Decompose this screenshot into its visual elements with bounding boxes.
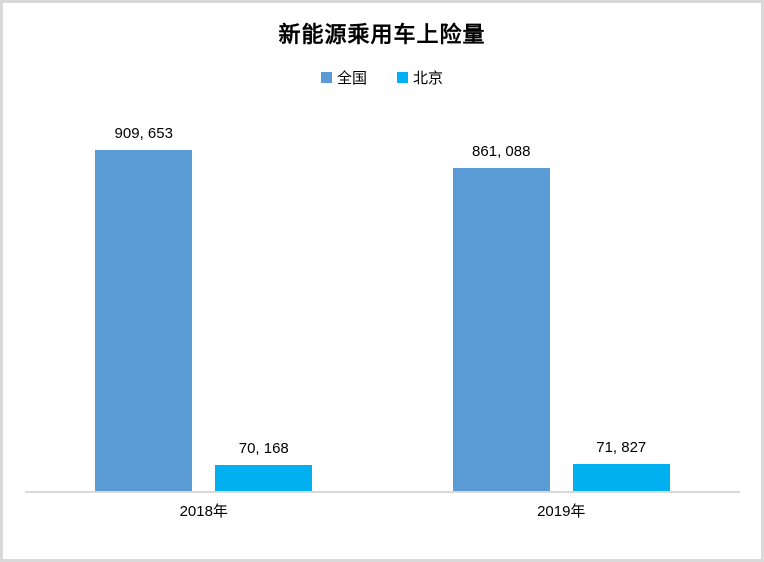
bar-slot: 861, 088 [452,116,550,491]
bar-beijing-2018[interactable] [215,464,313,491]
data-label-national-2019: 861, 088 [472,143,531,161]
bar-beijing-2019[interactable] [572,464,670,491]
x-axis-label-2019: 2019年 [537,503,586,520]
data-label-beijing-2018: 70, 168 [238,439,289,457]
x-axis: 2018年 2019年 [25,500,740,521]
category-group-2018: 909, 653 70, 168 [25,116,383,491]
legend-entry-beijing[interactable]: 北京 [397,67,443,88]
data-label-national-2018: 909, 653 [114,124,173,142]
bar-slot: 70, 168 [215,116,313,491]
legend-marker-beijing-icon [397,72,408,83]
legend-label-beijing: 北京 [413,70,444,87]
bar-slot: 909, 653 [95,116,193,491]
chart-title: 新能源乘用车上险量 [278,22,486,47]
legend-label-national: 全国 [336,70,367,87]
legend-marker-national-icon [320,72,332,83]
x-axis-label-2018: 2018年 [179,503,228,520]
legend-entry-national[interactable]: 全国 [320,67,367,88]
bar-national-2019[interactable] [452,168,550,491]
plot-area: 909, 653 70, 168 861, 088 71, 827 [25,116,740,493]
category-group-2019: 861, 088 71, 827 [383,116,741,491]
bar-slot: 71, 827 [572,116,670,491]
bar-national-2018[interactable] [95,149,193,491]
data-label-beijing-2019: 71, 827 [596,439,647,457]
legend: 全国 北京 [3,67,761,88]
